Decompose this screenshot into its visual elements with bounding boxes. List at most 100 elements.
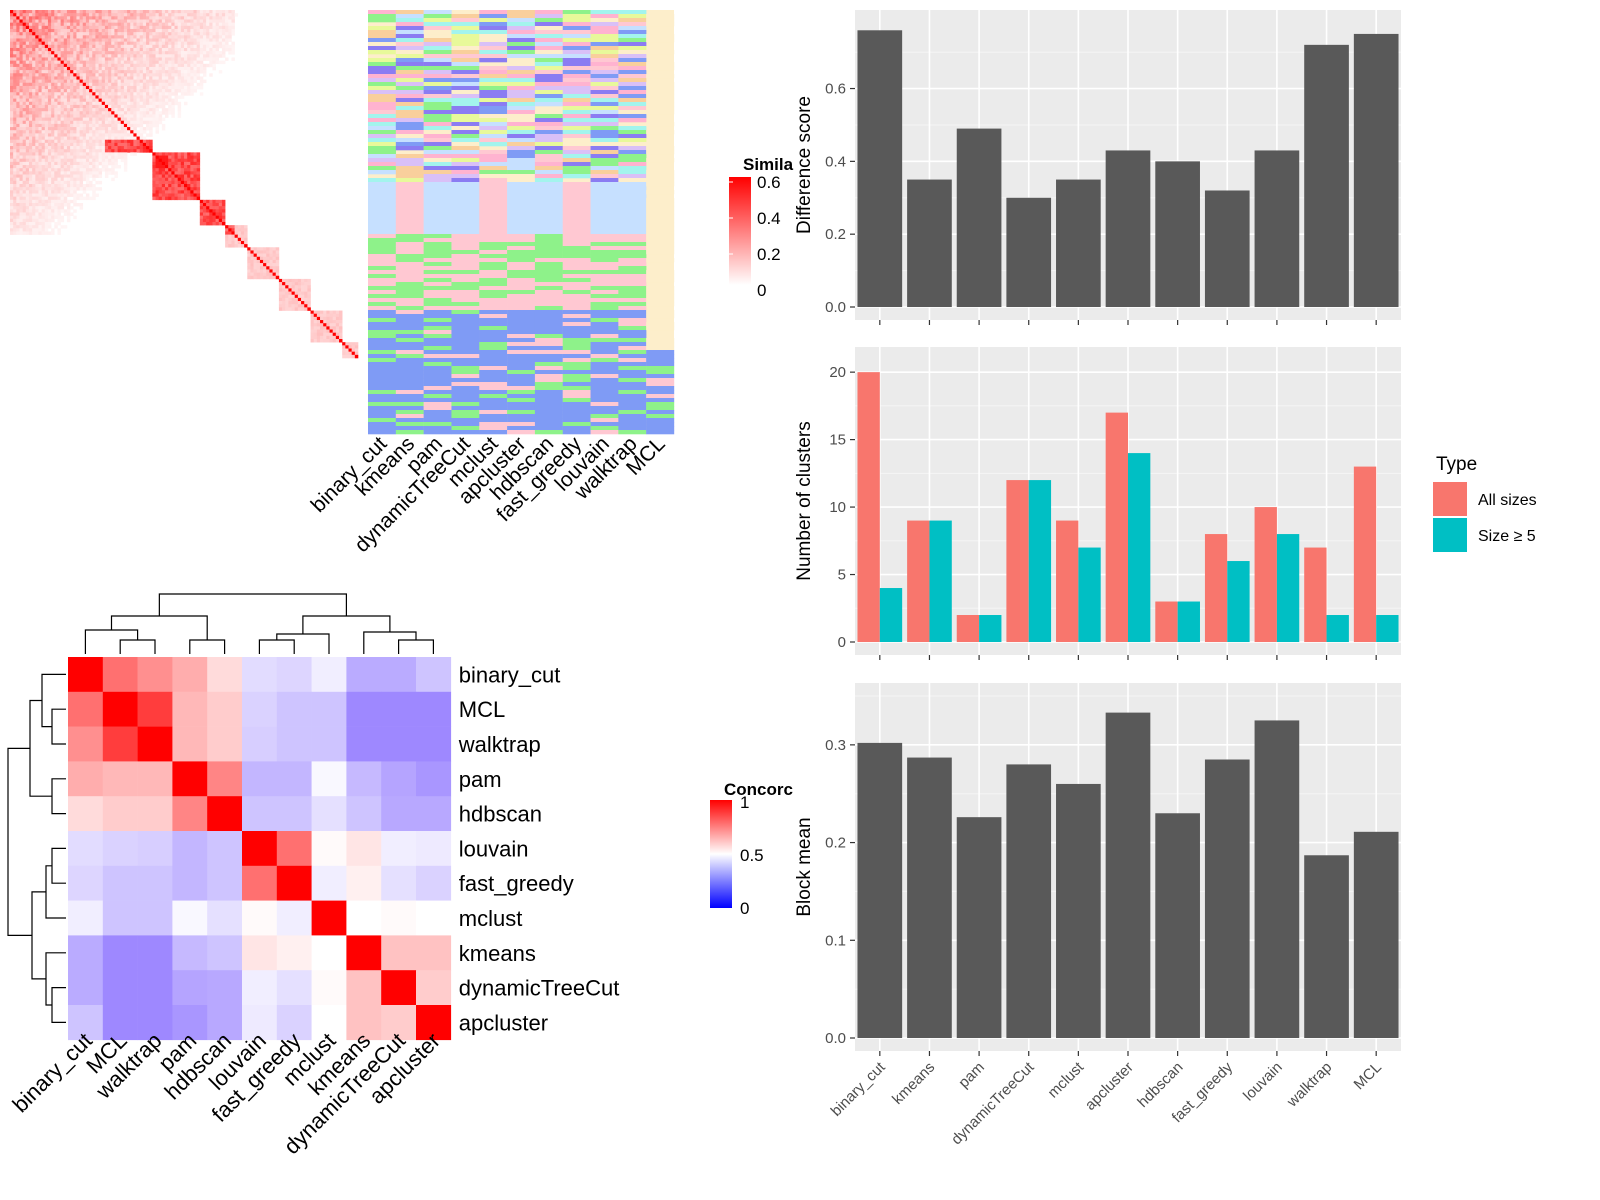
assignment-cell bbox=[479, 270, 508, 275]
similarity-cell bbox=[111, 136, 115, 141]
similarity-cell bbox=[85, 16, 90, 20]
similarity-cell bbox=[66, 76, 71, 80]
similarity-cell bbox=[161, 127, 166, 131]
similarity-cell bbox=[66, 139, 71, 144]
similarity-cell bbox=[10, 218, 14, 223]
similarity-cell bbox=[10, 209, 14, 213]
similarity-cell bbox=[130, 35, 134, 39]
similarity-cell bbox=[212, 13, 216, 17]
assignment-cell bbox=[368, 242, 397, 247]
similarity-cell bbox=[320, 316, 324, 321]
similarity-cell bbox=[174, 187, 178, 191]
similarity-cell bbox=[199, 57, 204, 61]
similarity-cell bbox=[139, 60, 144, 65]
similarity-cell bbox=[66, 22, 71, 27]
assignment-cell bbox=[451, 430, 480, 435]
assignment-cell bbox=[590, 170, 619, 175]
assignment-cell bbox=[368, 214, 397, 219]
assignment-cell bbox=[590, 154, 619, 159]
similarity-cell bbox=[111, 60, 115, 65]
similarity-cell bbox=[85, 82, 90, 87]
similarity-cell bbox=[104, 171, 109, 175]
assignment-cell bbox=[451, 42, 480, 47]
similarity-cell bbox=[193, 152, 197, 156]
similarity-cell bbox=[10, 225, 14, 229]
assignment-cell bbox=[534, 30, 563, 35]
similarity-cell bbox=[41, 79, 46, 84]
similarity-cell bbox=[25, 73, 30, 77]
similarity-cell bbox=[193, 187, 197, 191]
similarity-cell bbox=[152, 13, 156, 17]
similarity-cell bbox=[206, 10, 210, 14]
similarity-cell bbox=[98, 85, 103, 90]
similarity-cell bbox=[158, 95, 163, 99]
similarity-cell bbox=[234, 225, 239, 229]
similarity-cell bbox=[76, 165, 80, 169]
similarity-cell bbox=[231, 244, 235, 248]
similarity-cell bbox=[25, 13, 30, 17]
similarity-cell bbox=[92, 44, 96, 49]
similarity-cell bbox=[149, 32, 153, 36]
assignment-cell bbox=[562, 58, 591, 63]
similarity-cell bbox=[278, 291, 283, 296]
similarity-cell bbox=[76, 38, 80, 42]
assignment-cell bbox=[534, 366, 563, 371]
similarity-cell bbox=[51, 152, 55, 156]
similarity-cell bbox=[127, 25, 131, 30]
assignment-cell bbox=[590, 422, 619, 427]
similarity-cell bbox=[139, 146, 144, 150]
assignment-cell bbox=[451, 354, 480, 359]
assignment-cell bbox=[451, 306, 480, 311]
similarity-cell bbox=[54, 133, 58, 137]
assignment-cell bbox=[534, 286, 563, 291]
similarity-cell bbox=[123, 104, 128, 109]
similarity-cell bbox=[165, 54, 169, 58]
similarity-cell bbox=[158, 66, 163, 71]
assignment-cell bbox=[368, 346, 397, 351]
similarity-cell bbox=[28, 98, 33, 103]
similarity-cell bbox=[38, 95, 42, 99]
similarity-cell bbox=[209, 32, 213, 36]
similarity-cell bbox=[193, 51, 197, 55]
similarity-cell bbox=[149, 127, 153, 131]
similarity-cell bbox=[25, 60, 30, 65]
similarity-cell bbox=[231, 57, 235, 61]
similarity-cell bbox=[177, 95, 182, 99]
similarity-cell bbox=[25, 168, 30, 172]
similarity-cell bbox=[38, 171, 42, 175]
similarity-cell bbox=[193, 89, 197, 93]
similarity-cell bbox=[10, 212, 14, 216]
assignment-cell bbox=[451, 406, 480, 411]
similarity-cell bbox=[133, 38, 137, 42]
similarity-cell bbox=[35, 209, 39, 213]
similarity-cell bbox=[120, 54, 125, 58]
similarity-cell bbox=[28, 22, 33, 27]
assignment-cell bbox=[507, 214, 536, 219]
assignment-cell bbox=[618, 214, 647, 219]
similarity-cell bbox=[25, 114, 30, 118]
similarity-cell bbox=[161, 70, 166, 74]
similarity-cell bbox=[25, 38, 30, 42]
similarity-cell bbox=[316, 316, 321, 321]
assignment-cell bbox=[368, 102, 397, 107]
similarity-cell bbox=[149, 89, 153, 93]
similarity-cell bbox=[221, 16, 226, 20]
assignment-cell bbox=[507, 218, 536, 223]
similarity-cell bbox=[25, 98, 30, 103]
similarity-cell bbox=[22, 174, 27, 178]
assignment-cell bbox=[479, 198, 508, 203]
similarity-cell bbox=[149, 60, 153, 65]
similarity-cell bbox=[215, 22, 220, 27]
similarity-cell bbox=[28, 212, 33, 216]
similarity-cell bbox=[177, 89, 182, 93]
similarity-cell bbox=[57, 174, 61, 178]
assignment-cell bbox=[368, 258, 397, 263]
similarity-cell bbox=[44, 117, 49, 122]
similarity-cell bbox=[57, 63, 61, 68]
similarity-cell bbox=[82, 101, 87, 106]
assignment-cell bbox=[479, 246, 508, 251]
similarity-cell bbox=[221, 212, 226, 216]
similarity-cell bbox=[139, 66, 144, 71]
similarity-cell bbox=[149, 51, 153, 55]
similarity-cell bbox=[139, 149, 144, 153]
